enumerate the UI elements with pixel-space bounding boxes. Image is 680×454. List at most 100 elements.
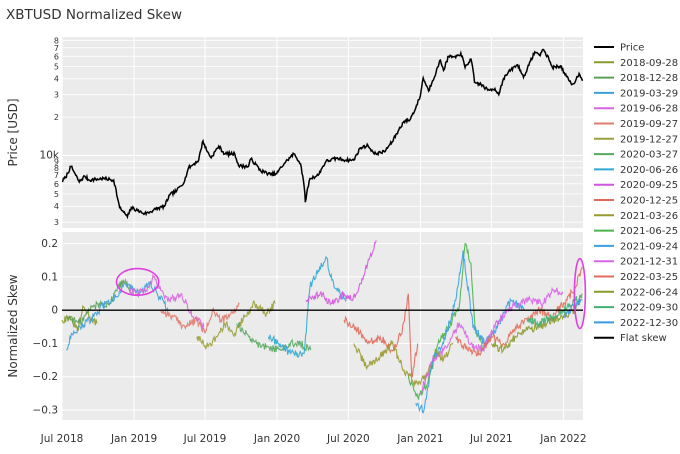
price-y-tick-label: 6: [54, 52, 59, 61]
skew-y-tick-label: −0.1: [33, 338, 59, 350]
price-y-tick-label: 3: [54, 91, 59, 100]
legend-item[interactable]: 2020-09-25: [594, 180, 678, 191]
price-y-tick-label: 3: [54, 218, 59, 227]
legend-item[interactable]: 2020-12-25: [594, 196, 678, 207]
skew-line-layer: [61, 240, 583, 414]
price-y-tick-label: 7: [54, 44, 59, 53]
price-y-tick-label: 10k: [40, 149, 60, 161]
legend-label: 2020-06-26: [620, 165, 678, 176]
price-y-tick-label: 5: [54, 190, 59, 199]
skew-series-line-2020-09-25: [305, 240, 377, 306]
x-tick-label: Jan 2020: [253, 433, 300, 445]
legend-item[interactable]: 2021-06-25: [594, 226, 678, 237]
skew-y-tick-label: 0.2: [41, 238, 58, 250]
skew-panel: −0.3 −0.2 −0.1 0 0.1 0.2 Normalized Skew: [6, 232, 587, 420]
legend: Price 2018-09-28 2018-12-28 2019-03-29 2019-…: [594, 43, 678, 344]
skew-y-tick-label: −0.2: [33, 371, 59, 383]
skew-series-line-2021-12-31: [420, 286, 564, 394]
legend-label: 2019-12-27: [620, 134, 678, 145]
legend-label: Flat skew: [620, 333, 667, 344]
legend-item[interactable]: Price: [594, 43, 644, 54]
annotation-layer: [115, 257, 587, 330]
legend-item[interactable]: 2022-03-25: [594, 272, 678, 283]
price-y-tick-label: 6: [54, 180, 59, 189]
price-y-tick-label: 4: [54, 75, 59, 84]
price-y-tick-label: 8: [54, 164, 59, 173]
legend-label: 2020-09-25: [620, 180, 678, 191]
x-tick-label: Jan 2022: [539, 433, 586, 445]
price-y-tick-label: 7: [54, 171, 59, 180]
skew-plot-background: [62, 232, 583, 420]
x-axis-tick-labels: Jul 2018 Jan 2019 Jul 2019 Jan 2020 Jul 2020…: [40, 433, 587, 445]
annotation-ellipse-2: [573, 257, 587, 330]
legend-item[interactable]: 2020-03-27: [594, 150, 678, 161]
legend-item[interactable]: 2018-12-28: [594, 73, 678, 84]
price-plot-background: [62, 37, 583, 228]
legend-label: 2022-12-30: [620, 318, 678, 329]
legend-label: 2022-03-25: [620, 272, 678, 283]
legend-label: 2019-09-27: [620, 119, 678, 130]
price-y-axis-label: Price [USD]: [6, 98, 20, 166]
annotation-ellipse-1: [115, 267, 160, 297]
price-line-layer: [61, 48, 583, 220]
skew-series-line-2019-06-28: [128, 273, 205, 330]
legend-item[interactable]: 2022-09-30: [594, 303, 678, 314]
price-series-line: [61, 48, 583, 220]
skew-y-tick-labels: −0.3 −0.2 −0.1 0 0.1 0.2: [33, 238, 59, 416]
legend-item[interactable]: 2022-12-30: [594, 318, 678, 329]
skew-y-tick-label: 0.1: [41, 271, 58, 283]
legend-label: 2019-03-29: [620, 88, 678, 99]
legend-item[interactable]: 2019-09-27: [594, 119, 678, 130]
skew-series-line-2022-12-30: [563, 298, 583, 318]
legend-item[interactable]: 2022-06-24: [594, 287, 678, 298]
x-tick-label: Jul 2018: [40, 433, 84, 445]
price-y-tick-label: 9: [54, 157, 59, 166]
legend-item[interactable]: 2021-09-24: [594, 241, 678, 252]
x-tick-label: Jul 2019: [183, 433, 227, 445]
price-y-tick-label: 2: [54, 113, 59, 122]
x-tick-label: Jul 2021: [469, 433, 513, 445]
legend-label: 2020-03-27: [620, 150, 678, 161]
skew-series-line-2022-03-25: [455, 266, 583, 357]
legend-item[interactable]: 2019-12-27: [594, 134, 678, 145]
chart-title: XBTUSD Normalized Skew: [6, 7, 182, 23]
skew-series-line-2022-09-30: [526, 294, 583, 327]
legend-label: 2020-12-25: [620, 196, 678, 207]
skew-series-line-2019-12-27: [196, 299, 276, 351]
legend-item[interactable]: 2019-03-29: [594, 88, 678, 99]
skew-y-tick-label: 0: [51, 305, 58, 317]
legend-label: 2018-12-28: [620, 73, 678, 84]
skew-y-tick-label: −0.3: [33, 405, 59, 417]
skew-y-axis-label: Normalized Skew: [6, 274, 20, 377]
legend-label: 2021-03-26: [620, 211, 678, 222]
legend-label: 2021-06-25: [620, 226, 678, 237]
legend-label: 2021-12-31: [620, 257, 678, 268]
legend-label: 2022-09-30: [620, 303, 678, 314]
legend-label: 2018-09-28: [620, 58, 678, 69]
legend-item[interactable]: 2021-03-26: [594, 211, 678, 222]
skew-series-line-2019-09-27: [160, 302, 240, 334]
price-y-tick-label: 8: [54, 36, 59, 45]
legend-item[interactable]: 2020-06-26: [594, 165, 678, 176]
skew-series-line-2021-09-24: [415, 250, 526, 414]
legend-label: Price: [620, 43, 644, 54]
x-tick-label: Jan 2019: [110, 433, 157, 445]
legend-label: 2021-09-24: [620, 241, 678, 252]
legend-item[interactable]: 2018-09-28: [594, 58, 678, 69]
price-y-tick-label: 4: [54, 202, 59, 211]
legend-label: 2019-06-28: [620, 104, 678, 115]
legend-item[interactable]: Flat skew: [594, 333, 667, 344]
skew-series-line-2022-06-24: [490, 293, 583, 355]
legend-label: 2022-06-24: [620, 287, 678, 298]
skew-series-line-2019-03-29: [66, 280, 169, 351]
legend-item[interactable]: 2019-06-28: [594, 104, 678, 115]
legend-item[interactable]: 2021-12-31: [594, 257, 678, 268]
skew-series-line-2020-03-27: [236, 322, 312, 353]
skew-series-line-2018-12-28: [66, 278, 133, 327]
x-tick-label: Jul 2020: [326, 433, 370, 445]
x-tick-label: Jan 2021: [396, 433, 443, 445]
